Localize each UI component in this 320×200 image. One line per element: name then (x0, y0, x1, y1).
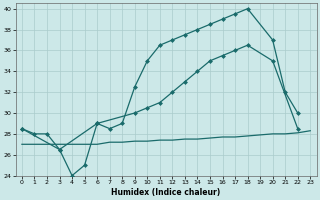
X-axis label: Humidex (Indice chaleur): Humidex (Indice chaleur) (111, 188, 221, 197)
